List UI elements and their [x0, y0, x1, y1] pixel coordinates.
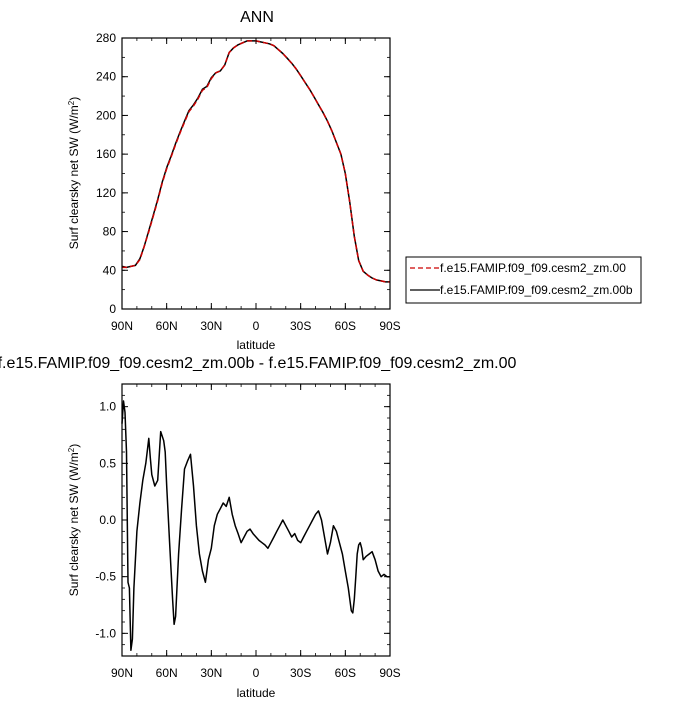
bottom-x-tick-label: 90N [111, 666, 133, 680]
top-x-tick-label: 30N [200, 319, 222, 333]
top-panel: ANN 90N 60N 30N 0 30S 60S 90S 0 40 80 120 160 200 24… [67, 9, 642, 352]
top-series-line-dashed [122, 40, 390, 283]
top-y-axis-label-sup: 2 [67, 100, 76, 105]
top-y-tick-label: 80 [103, 225, 117, 239]
bottom-y-axis-label: Surf clearsky net SW (W/m2) [67, 444, 82, 596]
top-x-tick-label: 90S [379, 319, 400, 333]
bottom-x-tick-label: 60S [335, 666, 356, 680]
top-y-tick-label: 280 [96, 31, 116, 45]
top-x-tick-label: 30S [290, 319, 311, 333]
top-y-axis-label: Surf clearsky net SW (W/m2) [67, 97, 82, 249]
bottom-y-axis: 1.0 0.5 0.0 -0.5 -1.0 [95, 383, 390, 657]
bottom-y-axis-label-main: Surf clearsky net SW (W/m [67, 452, 81, 596]
bottom-x-axis: 90N 60N 30N 0 30S 60S 90S [111, 384, 401, 680]
top-plot-frame [121, 37, 391, 310]
bottom-plot-frame [121, 383, 391, 657]
top-y-axis: 0 40 80 120 160 200 240 280 [96, 31, 390, 316]
bottom-y-axis-label-end: ) [67, 444, 81, 448]
top-x-axis: 90N 60N 30N 0 30S 60S 90S [111, 38, 401, 333]
legend-box [405, 256, 642, 304]
top-y-axis-label-main: Surf clearsky net SW (W/m [67, 105, 81, 249]
top-y-tick-label: 240 [96, 70, 116, 84]
bottom-x-tick-label: 0 [253, 666, 260, 680]
bottom-y-axis-label-sup: 2 [67, 447, 76, 452]
top-y-axis-label-end: ) [67, 97, 81, 101]
bottom-x-axis-label: latitude [237, 686, 276, 700]
top-series-group [121, 40, 390, 283]
top-x-axis-label: latitude [237, 338, 276, 352]
bottom-series-group [121, 400, 390, 652]
top-y-tick-label: 200 [96, 108, 116, 122]
top-x-tick-label: 60S [335, 319, 356, 333]
bottom-y-tick-label: -1.0 [95, 626, 116, 640]
bottom-x-tick-label: 30S [290, 666, 311, 680]
top-x-tick-label: 60N [156, 319, 178, 333]
bottom-y-tick-label: 0.0 [99, 513, 116, 527]
top-y-tick-label: 0 [109, 302, 116, 316]
top-y-tick-label: 120 [96, 186, 116, 200]
top-x-tick-label: 0 [253, 319, 260, 333]
bottom-y-tick-label: -0.5 [95, 570, 116, 584]
top-y-tick-label: 160 [96, 147, 116, 161]
top-title: ANN [240, 9, 274, 26]
bottom-panel: f.e15.FAMIP.f09_f09.cesm2_zm.00b - f.e15… [0, 355, 517, 700]
bottom-y-tick-label: 1.0 [99, 400, 116, 414]
legend: f.e15.FAMIP.f09_f09.cesm2_zm.00 f.e15.FA… [405, 256, 642, 304]
bottom-x-tick-label: 90S [379, 666, 400, 680]
bottom-title: f.e15.FAMIP.f09_f09.cesm2_zm.00b - f.e15… [0, 355, 517, 372]
bottom-y-tick-label: 0.5 [99, 456, 116, 470]
bottom-series-line-solid [121, 400, 390, 652]
legend-entry-00: f.e15.FAMIP.f09_f09.cesm2_zm.00 [440, 261, 626, 275]
top-x-tick-label: 90N [111, 319, 133, 333]
top-series-line-solid [121, 40, 390, 283]
bottom-x-tick-label: 60N [156, 666, 178, 680]
legend-entry-00b: f.e15.FAMIP.f09_f09.cesm2_zm.00b [440, 283, 633, 297]
top-y-tick-label: 40 [103, 263, 117, 277]
bottom-x-tick-label: 30N [200, 666, 222, 680]
